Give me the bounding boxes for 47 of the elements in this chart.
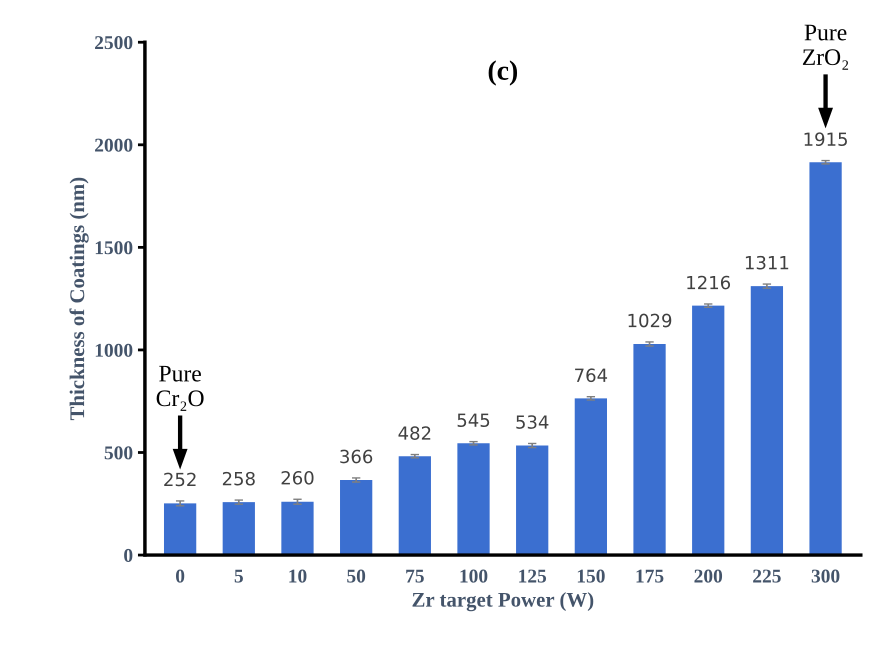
data-label: 1029 — [628, 314, 672, 328]
data-label: 1915 — [804, 132, 847, 146]
x-tick-label: 50 — [347, 570, 366, 583]
x-tick-label: 75 — [406, 570, 424, 583]
data-label: 252 — [164, 472, 196, 486]
x-tick-label: 225 — [753, 570, 781, 583]
bar — [809, 162, 842, 556]
bar — [633, 344, 666, 556]
x-tick-label: 5 — [234, 570, 243, 583]
x-tick-label: 200 — [694, 570, 722, 583]
y-tick-label: 500 — [104, 446, 132, 460]
bar — [457, 443, 490, 556]
bar — [340, 480, 372, 556]
y-tick-label: 0 — [124, 548, 132, 562]
x-tick-label: 300 — [812, 570, 840, 583]
data-label: 482 — [398, 426, 430, 440]
data-label: 260 — [282, 471, 314, 485]
x-tick-label: 0 — [176, 570, 184, 583]
data-label: 764 — [575, 368, 608, 382]
annotation: Pure Cr₂O — [156, 366, 204, 411]
bar — [222, 502, 255, 556]
data-label: 1216 — [687, 276, 730, 290]
y-tick-label: 1000 — [96, 344, 132, 357]
data-label: 534 — [516, 415, 548, 429]
data-label: 1311 — [746, 256, 788, 270]
bar — [692, 306, 724, 556]
bar — [516, 446, 548, 556]
x-axis-title: Zr target Power (W) — [412, 592, 594, 612]
annotation: Pure ZrO₂ — [802, 24, 848, 70]
y-axis-title: Thickness of Coatings (nm) — [69, 178, 89, 420]
bar — [281, 502, 314, 556]
bar — [750, 286, 784, 556]
x-tick-label: 125 — [519, 570, 546, 583]
x-tick-label: 100 — [460, 570, 488, 583]
bar — [398, 456, 431, 556]
x-tick-label: 150 — [578, 570, 605, 583]
y-tick-label: 1500 — [96, 241, 132, 254]
data-label: 545 — [458, 414, 490, 428]
bar — [574, 398, 607, 556]
data-label: 366 — [340, 450, 372, 464]
x-tick-label: 175 — [636, 570, 664, 583]
y-tick-label: 2000 — [95, 138, 132, 152]
data-label: 258 — [222, 472, 255, 486]
x-tick-label: 10 — [289, 570, 306, 583]
bar — [164, 503, 196, 556]
text: (c) — [488, 60, 518, 86]
y-tick-label: 2500 — [95, 36, 132, 50]
